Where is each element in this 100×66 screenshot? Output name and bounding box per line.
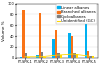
Bar (52, 39, 55, 58)
Bar (22, 10, 25, 58)
Bar (92, 56, 94, 58)
Bar (43, 57, 46, 58)
Bar (68, 33, 71, 58)
Bar (84, 13, 87, 58)
Bar (89, 56, 92, 58)
Bar (36, 55, 39, 58)
Bar (57, 54, 60, 58)
Bar (71, 36, 73, 58)
Bar (73, 54, 76, 58)
Bar (76, 54, 78, 58)
Bar (60, 55, 62, 58)
Bar (27, 57, 30, 58)
Legend: Linear alkanes, Branched alkanes, Cycloalkanes, Unidentified (GC): Linear alkanes, Branched alkanes, Cycloa… (56, 4, 97, 24)
Bar (39, 13, 41, 58)
Y-axis label: Volume %: Volume % (2, 20, 6, 41)
Bar (55, 30, 57, 58)
Bar (87, 51, 89, 58)
Bar (25, 54, 27, 58)
Bar (20, 57, 22, 58)
Bar (41, 52, 43, 58)
